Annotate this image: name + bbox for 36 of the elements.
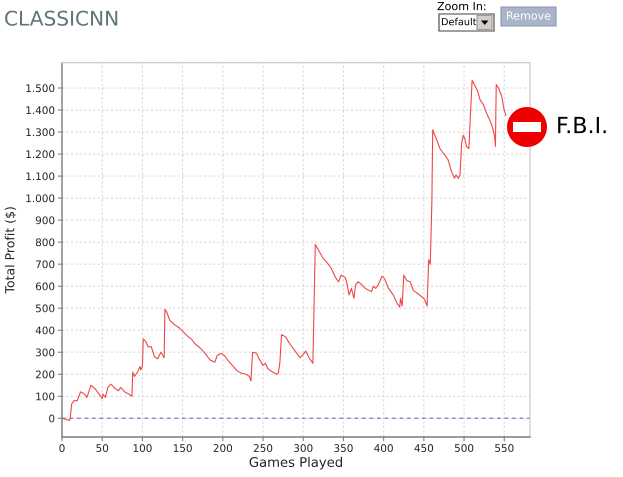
y-tick-label: 600 (36, 282, 54, 290)
x-axis-title: Games Played (250, 456, 342, 470)
y-tick-label: 500 (36, 304, 54, 312)
x-tick-label: 0 (59, 444, 65, 452)
y-tick-label: 900 (36, 216, 54, 224)
x-tick-label: 250 (254, 444, 272, 452)
x-tick-label: 50 (96, 444, 108, 452)
y-tick-label: 300 (36, 348, 54, 356)
y-tick-label: 1.000 (26, 194, 54, 202)
y-tick-label: 1.500 (26, 84, 54, 92)
text: Remove (507, 11, 550, 20)
x-tick-label: 200 (214, 444, 232, 452)
chart-title: CLASSICNN (5, 10, 118, 26)
y-axis-title: Total Profit ($) (4, 207, 16, 294)
y-tick-label: 700 (36, 260, 54, 268)
text: Default (442, 18, 476, 26)
text: Zoom In: (438, 2, 486, 10)
y-tick-label: 100 (36, 392, 54, 400)
y-tick-label: 0 (49, 414, 54, 422)
x-tick-label: 550 (495, 444, 514, 452)
y-tick-label: 400 (36, 326, 54, 334)
y-tick-label: 1.200 (26, 150, 54, 158)
x-tick-label: 400 (374, 444, 393, 452)
x-tick-label: 500 (454, 444, 474, 452)
x-tick-label: 150 (174, 444, 192, 452)
x-tick-label: 350 (334, 444, 353, 452)
line-series (62, 80, 506, 422)
x-tick-label: 450 (414, 444, 434, 452)
x-tick-label: 300 (294, 444, 312, 452)
y-tick-label: 1.300 (26, 128, 54, 136)
y-tick-label: 800 (36, 238, 54, 246)
text: F.B.I. (558, 116, 606, 134)
x-tick-label: 100 (134, 444, 152, 452)
y-tick-label: 200 (36, 370, 54, 378)
y-tick-label: 1.100 (26, 172, 54, 180)
y-tick-label: 1.400 (26, 106, 54, 114)
